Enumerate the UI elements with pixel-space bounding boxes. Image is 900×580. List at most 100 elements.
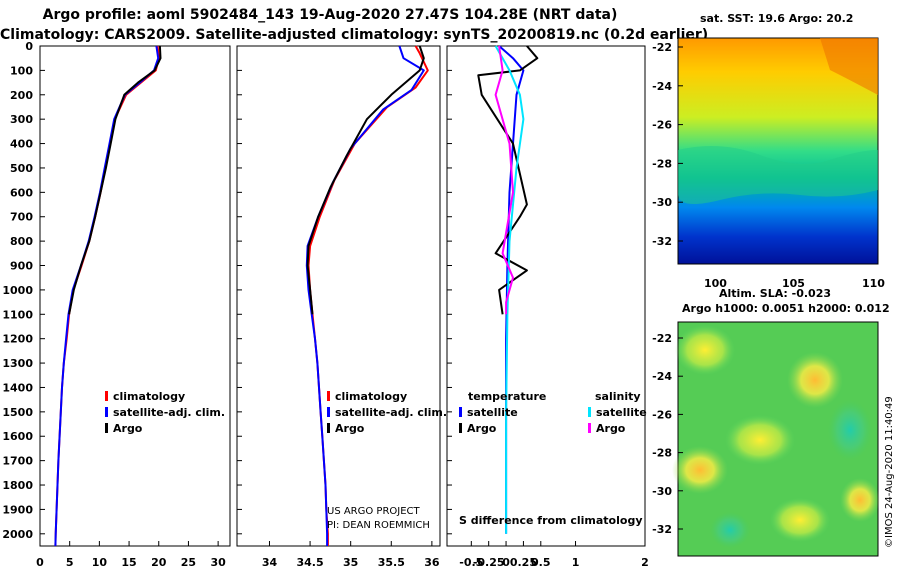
legend-swatch-climatology [327, 391, 330, 401]
sla-blob [787, 352, 843, 408]
x-tick-label: 15 [121, 556, 136, 569]
depth-tick-label: 300 [10, 113, 33, 126]
x-tick-label: 0.25 [510, 556, 537, 569]
depth-tick-label: 400 [10, 138, 33, 151]
sla-blob [675, 325, 735, 375]
credit-project: US ARGO PROJECT [327, 506, 421, 517]
lat-tick-label: -30 [652, 196, 672, 209]
legend-label-satellite: satellite-adj. clim. [113, 406, 225, 419]
sst-lon-tick: 100 [704, 277, 727, 290]
lat-tick-label: -32 [652, 235, 672, 248]
sst-lon-tick: 105 [782, 277, 805, 290]
legend-swatch-satellite [105, 407, 108, 417]
depth-tick-label: 1000 [2, 284, 33, 297]
depth-tick-label: 0 [25, 40, 33, 53]
legend-label-argo: Argo [113, 422, 143, 435]
x-tick-label: 0 [502, 556, 510, 569]
sla-blob [840, 478, 880, 522]
credit-pi: PI: DEAN ROEMMICH [327, 520, 430, 531]
sla-blob [672, 446, 728, 494]
sst-lon-tick: 110 [862, 277, 885, 290]
climatology-title: Climatology: CARS2009. Satellite-adjuste… [0, 27, 709, 43]
series-line-argo [306, 45, 425, 315]
sla-blob [710, 512, 750, 548]
difference-legend: temperature satellite Argo salinity sate… [459, 390, 647, 435]
x-tick-label: 35 [343, 556, 358, 569]
imos-stamp: ©IMOS 24-Aug-2020 11:40:49 [884, 396, 895, 548]
temperature-panel [39, 45, 231, 547]
legend-label-temp-argo: Argo [467, 422, 497, 435]
legend-label-temp-satellite: satellite [467, 406, 518, 419]
sla-blob [828, 400, 872, 460]
sst-map [677, 37, 879, 265]
legend-swatch-argo [105, 423, 108, 433]
depth-tick-label: 2000 [2, 528, 33, 541]
x-tick-label: 34 [262, 556, 278, 569]
lat-tick-label: -26 [652, 408, 672, 421]
series-line-satellite-adj-clim- [305, 45, 425, 546]
sst-front [678, 146, 878, 204]
x-tick-label: 1 [572, 556, 580, 569]
sst-warm-patch [820, 38, 878, 95]
legend-swatch-temp-satellite [459, 407, 462, 417]
lat-tick-label: -22 [652, 332, 672, 345]
depth-tick-label: 1700 [2, 455, 33, 468]
x-tick-label: 25 [181, 556, 196, 569]
x-tick-label: 10 [92, 556, 108, 569]
depth-axis: 0 100 200 300 400 500 600 700 800 900 1000 1100 1200… [2, 40, 452, 541]
legend-label-satellite: satellite-adj. clim. [335, 406, 447, 419]
depth-tick-label: 1100 [2, 308, 33, 321]
sst-lat-axis: -22 -24 -26 -28 -30 -32 [652, 41, 683, 248]
x-tick-label: 5 [66, 556, 74, 569]
difference-xlabel: S difference from climatology [459, 514, 643, 527]
x-tick-label: 36 [424, 556, 440, 569]
lat-tick-label: -32 [652, 523, 672, 536]
x-tick-label: 30 [210, 556, 226, 569]
depth-tick-label: 1600 [2, 430, 33, 443]
x-tick-label: 2 [641, 556, 649, 569]
depth-tick-label: 700 [10, 211, 33, 224]
lat-tick-label: -26 [652, 119, 672, 132]
depth-tick-label: 800 [10, 235, 33, 248]
lat-tick-label: -28 [652, 157, 672, 170]
legend-swatch-argo [327, 423, 330, 433]
legend-swatch-climatology [105, 391, 108, 401]
x-axes: 0 5 10 15 20 25 30 34 34.5 35 35.5 36 -0.5-0.250 0.25… [36, 541, 649, 569]
legend-label-climatology: climatology [113, 390, 185, 403]
legend-swatch-temp-argo [459, 423, 462, 433]
salinity-panel [236, 45, 441, 547]
profile-title: Argo profile: aoml 5902484_143 19-Aug-20… [42, 7, 618, 23]
x-tick-label: 0 [36, 556, 44, 569]
sla-map [672, 321, 880, 557]
legend-label-argo: Argo [335, 422, 365, 435]
depth-tick-label: 900 [10, 260, 33, 273]
legend-swatch-sal-satellite [588, 407, 591, 417]
depth-tick-label: 200 [10, 89, 33, 102]
sst-lon-axis: 100 105 110 [704, 277, 885, 290]
legend-label-sal-satellite: satellite [596, 406, 647, 419]
depth-tick-label: 1500 [2, 406, 33, 419]
lat-tick-label: -24 [652, 370, 672, 383]
depth-tick-label: 1900 [2, 503, 33, 516]
sla-blob [725, 415, 795, 465]
series-line-temperature-argo [477, 45, 539, 315]
lat-tick-label: -28 [652, 447, 672, 460]
x-tick-label: 20 [151, 556, 167, 569]
sla-title-line2: Argo h1000: 0.0051 h2000: 0.012 [682, 302, 890, 315]
legend-group-salinity: salinity [595, 390, 641, 403]
series-line-salinity-argo [494, 45, 514, 315]
depth-tick-label: 1800 [2, 479, 33, 492]
depth-tick-label: 500 [10, 162, 33, 175]
sla-title-line1: Altim. SLA: -0.023 [719, 287, 831, 300]
depth-tick-label: 1300 [2, 357, 33, 370]
sla-blob [770, 498, 830, 542]
depth-tick-label: 100 [10, 64, 33, 77]
difference-panel [446, 45, 646, 547]
x-tick-label: -0.25 [473, 556, 505, 569]
x-tick-label: -0.5 [459, 556, 483, 569]
x-tick-label: 34.5 [297, 556, 324, 569]
sst-map-title: sat. SST: 19.6 Argo: 20.2 [700, 12, 853, 25]
legend-swatch-satellite [327, 407, 330, 417]
lat-tick-label: -22 [652, 41, 672, 54]
